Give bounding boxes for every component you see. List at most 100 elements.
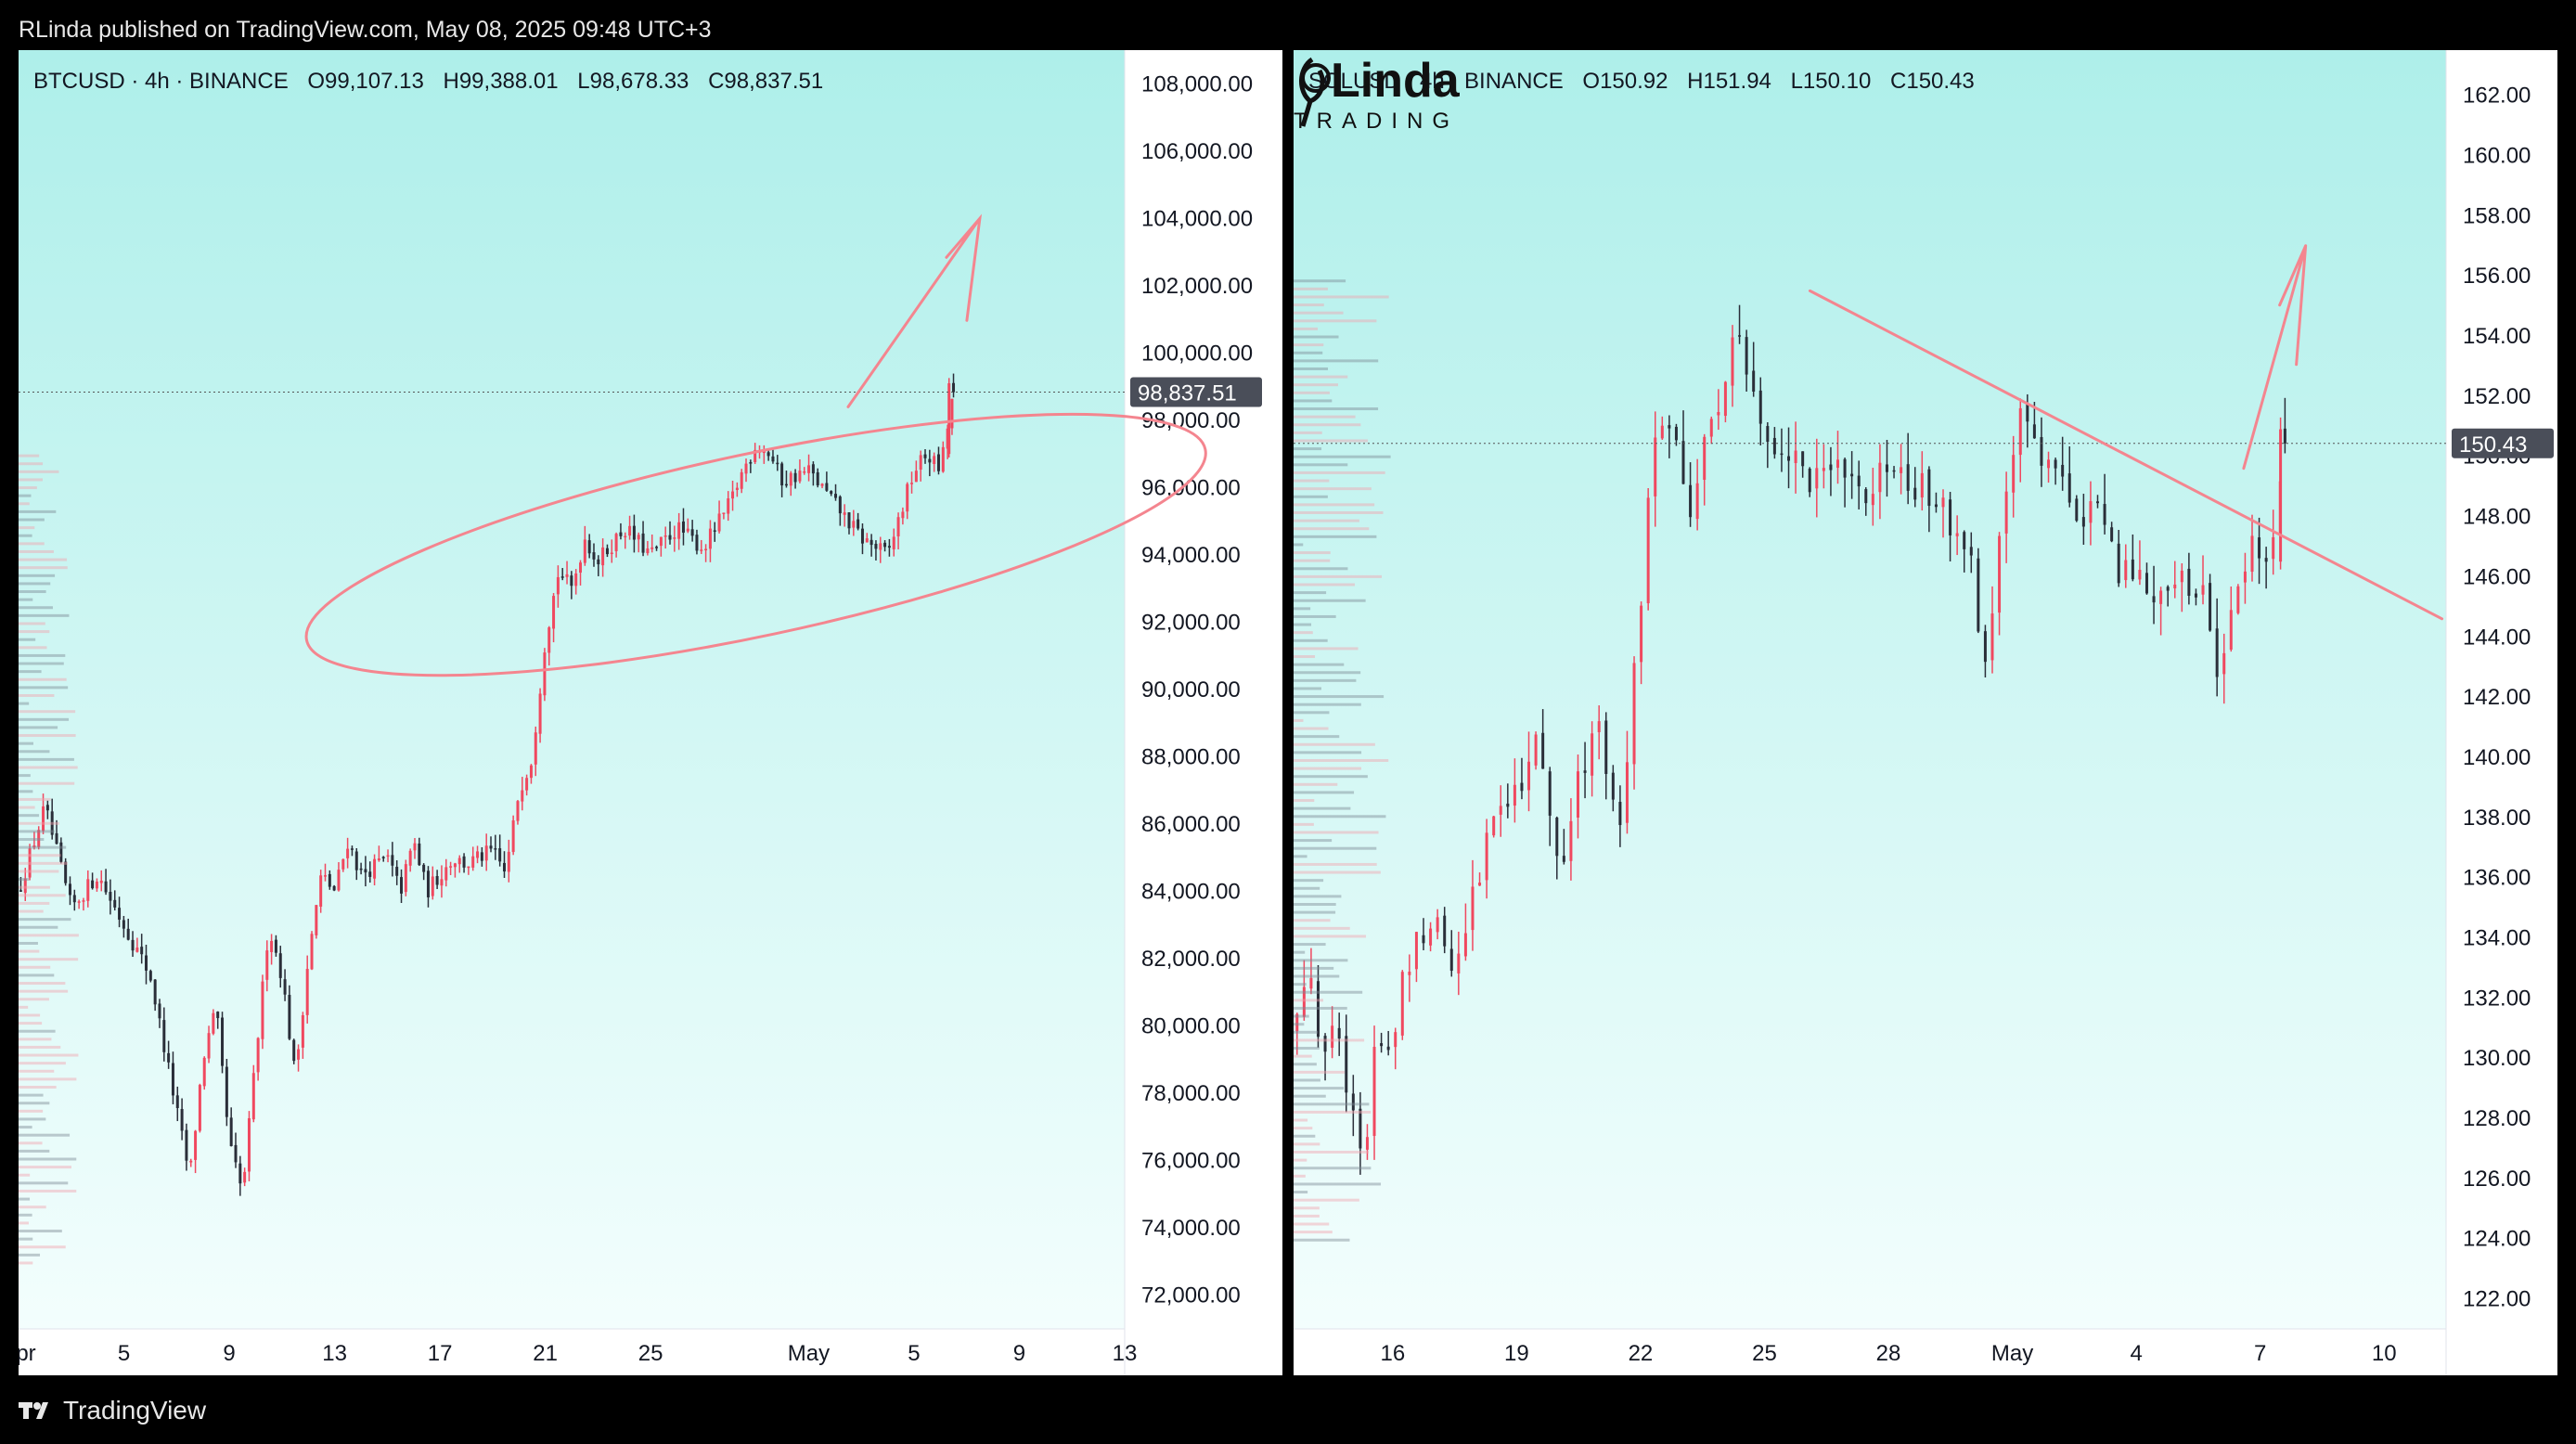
sol-candle-body <box>1583 770 1587 773</box>
sol-volume-bar <box>1294 687 1321 690</box>
btc-candle <box>265 940 269 992</box>
btc-volume-bar <box>19 726 58 729</box>
btc-candle-body <box>113 899 117 908</box>
sol-volume-bar <box>1294 886 1320 890</box>
sol-candle-body <box>1604 720 1608 774</box>
btc-candle-body <box>315 905 318 935</box>
sol-candle-body <box>1900 467 1903 473</box>
btc-candle <box>507 839 510 883</box>
sol-candle-body <box>2081 517 2085 527</box>
sol-candle <box>1850 451 1854 499</box>
btc-candle-body <box>950 398 954 429</box>
btc-candle-body <box>610 552 613 555</box>
sol-volume-bar <box>1294 551 1331 555</box>
sol-volume-bar <box>1294 1118 1308 1122</box>
sol-volume-bar <box>1294 447 1322 451</box>
btc-candle-body <box>19 890 22 892</box>
sol-volume-bar <box>1294 479 1330 483</box>
sol-candle-body <box>1555 818 1559 857</box>
sol-candle <box>1632 656 1636 790</box>
sol-candle-body <box>2145 573 2148 594</box>
btc-volume-bar <box>19 1005 29 1009</box>
btc-candle-body <box>444 867 448 881</box>
btc-volume-bar <box>19 1197 31 1201</box>
btc-candle <box>574 569 578 595</box>
btc-volume-bar <box>19 973 55 977</box>
btc-y-tick-label: 92,000.00 <box>1141 610 1241 635</box>
btc-candle <box>283 969 287 1001</box>
btc-candle-body <box>534 732 537 765</box>
sol-candle-body <box>1969 547 1973 556</box>
btc-candle-body <box>189 1160 193 1163</box>
btc-candle <box>185 1123 188 1171</box>
sol-volume-bar <box>1294 1038 1365 1042</box>
sol-candle-body <box>2026 404 2029 422</box>
btc-x-tick-label: 17 <box>428 1341 453 1366</box>
btc-time-axis <box>19 1329 1125 1375</box>
sol-candle <box>2166 585 2170 607</box>
sol-chart-panel[interactable]: 162.00 160.00 158.00 156.00 154.00 152.00 150.… <box>1294 50 2557 1379</box>
btc-candle <box>727 491 730 522</box>
sol-candle <box>1351 1075 1355 1137</box>
btc-chart-panel[interactable]: 108,000.00 106,000.00 104,000.00 102,000.00… <box>19 50 1282 1379</box>
sol-x-tick-label: 16 <box>1380 1341 1405 1366</box>
sol-volume-bar <box>1294 806 1351 810</box>
sol-x-tick-label: 25 <box>1752 1341 1777 1366</box>
btc-candle <box>511 815 515 856</box>
btc-candle <box>261 974 264 1050</box>
btc-candle <box>766 449 770 461</box>
sol-volume-bar <box>1294 1174 1306 1178</box>
btc-volume-bar <box>19 670 42 674</box>
btc-candle <box>467 866 470 875</box>
sol-candle-body <box>2075 498 2079 522</box>
btc-candle <box>771 449 775 464</box>
btc-candle <box>476 845 480 864</box>
btc-candle-body <box>28 848 32 878</box>
btc-candle-body <box>556 576 560 595</box>
sol-candle <box>1794 421 1797 494</box>
sol-candle <box>1422 918 1425 950</box>
sol-volume-bar <box>1294 910 1336 914</box>
btc-candle-body <box>350 848 354 850</box>
btc-candle-body <box>247 1117 251 1172</box>
btc-y-tick-label: 80,000.00 <box>1141 1014 1241 1039</box>
sol-y-tick-label: 140.00 <box>2463 745 2531 770</box>
btc-volume-bar <box>19 1166 71 1169</box>
sol-candle-body <box>1331 1025 1334 1049</box>
tradingview-brand[interactable]: TradingView <box>19 1396 206 1425</box>
btc-candle <box>207 1025 211 1064</box>
btc-candle <box>435 870 439 889</box>
btc-volume-bar <box>19 806 35 809</box>
btc-volume-bar <box>19 1141 43 1145</box>
sol-candle-body <box>1949 499 1952 535</box>
sol-candle-body <box>2152 596 2156 603</box>
btc-candle-body <box>663 535 667 537</box>
sol-candle <box>2272 509 2275 575</box>
sol-volume-bar <box>1294 767 1361 770</box>
btc-candle <box>148 969 152 983</box>
btc-candle-body <box>502 862 506 872</box>
sol-candle <box>1674 423 1678 446</box>
sol-candle <box>2243 552 2247 604</box>
btc-volume-bar <box>19 1237 33 1241</box>
btc-candle-body <box>109 892 112 901</box>
sol-candle-body <box>1766 426 1770 443</box>
sol-volume-bar <box>1294 678 1357 682</box>
sol-x-tick-label: 7 <box>2254 1341 2266 1366</box>
sol-candle-body <box>1822 468 1825 471</box>
btc-candle-body <box>708 528 712 549</box>
btc-candle-body <box>462 856 466 868</box>
btc-candle-body <box>507 851 510 872</box>
btc-candle <box>793 469 797 489</box>
sol-chart-svg[interactable]: 162.00 160.00 158.00 156.00 154.00 152.00 150.… <box>1294 50 2557 1379</box>
sol-legend-symbol: SOLUSD · 4h · BINANCE <box>1308 69 1564 94</box>
btc-chart-svg[interactable]: 108,000.00 106,000.00 104,000.00 102,000.00… <box>19 50 1282 1379</box>
btc-candle-body <box>498 848 502 862</box>
btc-x-tick-label: 13 <box>322 1341 347 1366</box>
btc-volume-bar <box>19 774 31 778</box>
sol-volume-bar <box>1294 567 1348 571</box>
btc-volume-bar <box>19 1013 41 1017</box>
sol-volume-bar <box>1294 799 1315 803</box>
btc-candle-body <box>834 494 838 498</box>
sol-candle-body <box>1927 469 1931 507</box>
